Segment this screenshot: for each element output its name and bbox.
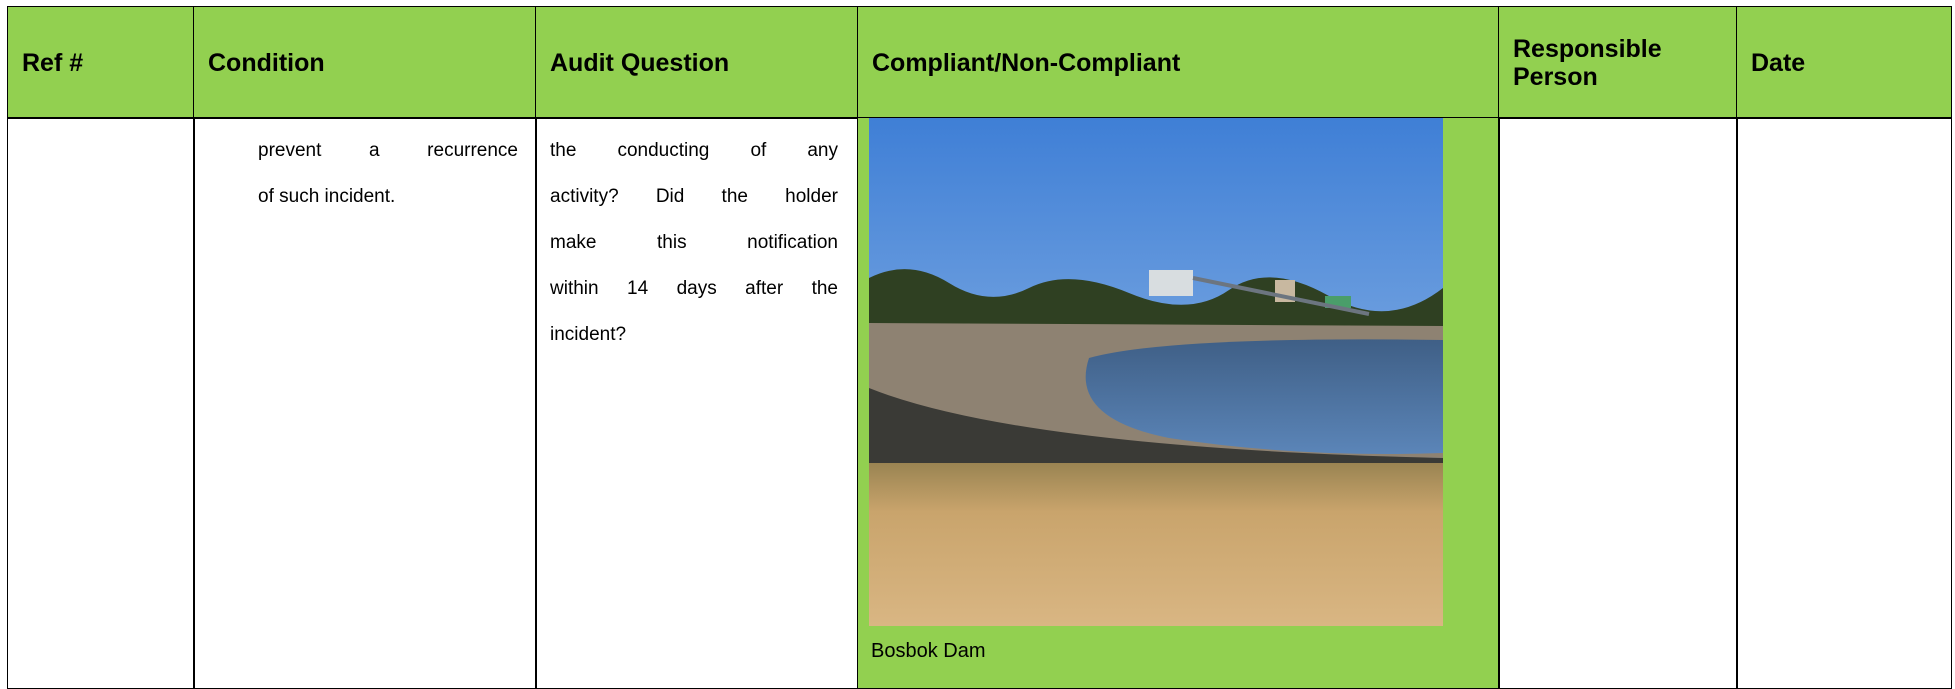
body-cell	[1498, 117, 1738, 689]
header-cell: Condition	[193, 6, 537, 119]
audit-line: incident?	[550, 312, 838, 358]
audit-line: make this notification	[550, 220, 838, 266]
audit-line: within 14 days after the	[550, 266, 838, 312]
condition-cell: prevent a recurrence of such incident.	[193, 117, 537, 689]
page: Ref # Condition Audit Question Compliant…	[0, 0, 1955, 689]
header-cell: Ref #	[7, 6, 195, 119]
header-cell: Audit Question	[535, 6, 859, 119]
audit-cell: the conducting of any activity? Did the …	[535, 117, 859, 689]
photo	[869, 118, 1443, 626]
image-caption: Bosbok Dam	[871, 640, 986, 663]
audit-line: activity? Did the holder	[550, 174, 838, 220]
header-cell: Responsible Person	[1498, 6, 1738, 119]
header-cell: Compliant/Non-Compliant	[857, 6, 1500, 119]
header-text: Compliant/Non-Compliant	[872, 49, 1180, 77]
condition-line: prevent a recurrence	[258, 128, 518, 174]
body-cell	[7, 117, 195, 689]
header-text: Date	[1751, 49, 1805, 77]
compliance-cell: Bosbok Dam	[857, 117, 1500, 689]
condition-line: of such incident.	[258, 174, 518, 220]
header-cell: Date	[1736, 6, 1952, 119]
body-cell	[1736, 117, 1952, 689]
header-text: Responsible Person	[1513, 35, 1697, 91]
audit-line: the conducting of any	[550, 128, 838, 174]
header-text: Audit Question	[550, 49, 729, 77]
header-text: Ref #	[22, 49, 83, 77]
header-text: Condition	[208, 49, 325, 77]
